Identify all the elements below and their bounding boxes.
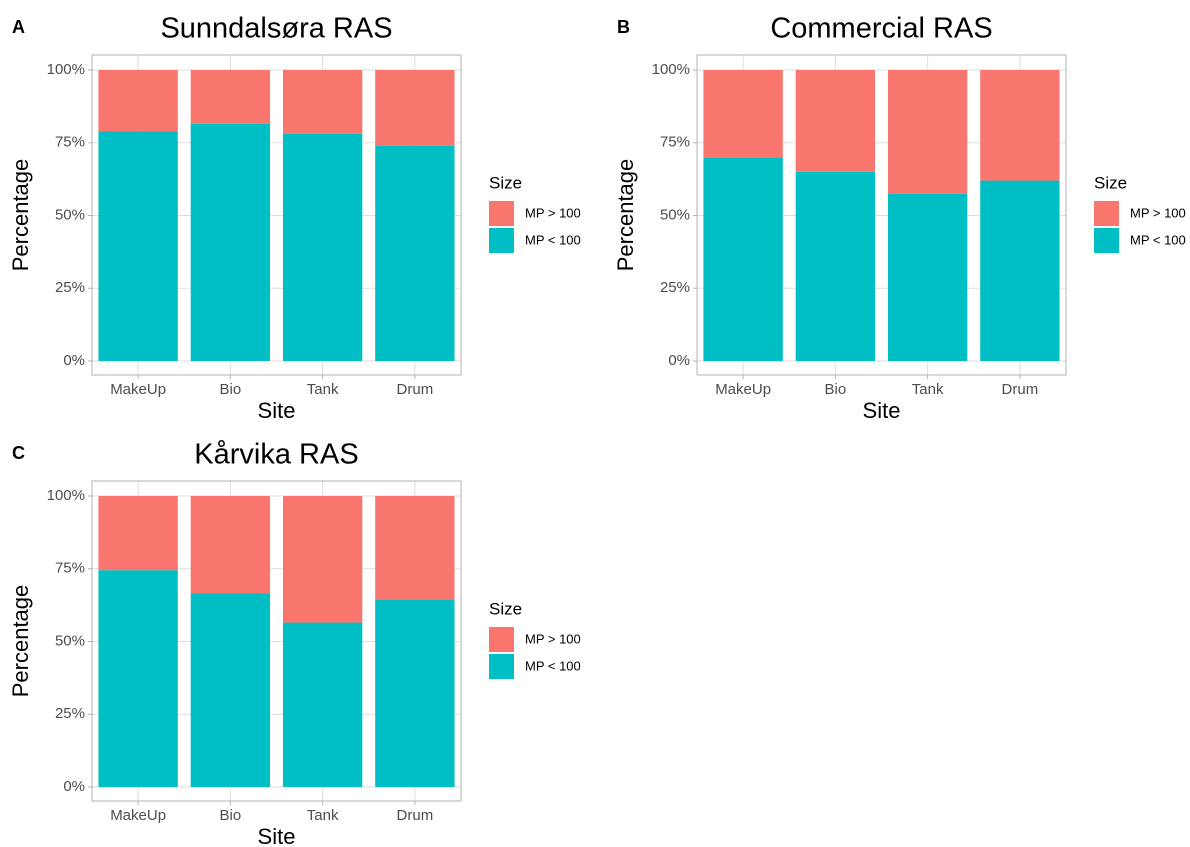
- x-tick-label: Bio: [220, 807, 242, 824]
- x-tick-label: Drum: [397, 381, 434, 398]
- legend-key: [489, 654, 514, 679]
- y-axis-label: Percentage: [8, 585, 33, 698]
- y-tick-label: 50%: [55, 632, 85, 649]
- bar-segment: [282, 496, 363, 623]
- legend-title: Size: [1094, 173, 1127, 192]
- y-tick-label: 0%: [668, 352, 690, 369]
- bar-segment: [98, 496, 178, 571]
- bar-segment: [795, 70, 876, 172]
- bar-segment: [190, 123, 271, 362]
- y-tick-label: 0%: [63, 352, 85, 369]
- bar-segment: [98, 70, 178, 132]
- bar-segment: [795, 171, 876, 361]
- x-axis-label: Site: [258, 398, 296, 423]
- legend-title: Size: [489, 173, 522, 192]
- y-tick-label: 75%: [55, 134, 85, 151]
- y-axis-label: Percentage: [8, 159, 33, 272]
- y-tick-label: 75%: [660, 134, 690, 151]
- bar-segment: [375, 145, 455, 361]
- legend-label: MP > 100: [1130, 205, 1186, 220]
- y-tick-label: 50%: [55, 206, 85, 223]
- x-axis-label: Site: [258, 824, 296, 847]
- legend-label: MP < 100: [1130, 232, 1186, 247]
- bar-segment: [190, 593, 271, 787]
- x-tick-label: MakeUp: [110, 807, 166, 824]
- bar-segment: [375, 599, 455, 787]
- y-tick-label: 25%: [55, 705, 85, 722]
- x-tick-label: Tank: [307, 381, 339, 398]
- legend-label: MP > 100: [525, 631, 581, 646]
- legend-title: Size: [489, 599, 522, 618]
- bar-segment: [703, 157, 783, 361]
- x-tick-label: Tank: [307, 807, 339, 824]
- y-tick-label: 25%: [660, 279, 690, 296]
- bar-segment: [703, 70, 783, 158]
- y-tick-label: 100%: [47, 61, 85, 78]
- legend-label: MP < 100: [525, 232, 581, 247]
- x-tick-label: Bio: [220, 381, 242, 398]
- legend-key: [1094, 201, 1119, 226]
- bar-segment: [375, 70, 455, 146]
- y-tick-label: 25%: [55, 279, 85, 296]
- x-tick-label: Drum: [1002, 381, 1039, 398]
- bar-segment: [980, 180, 1060, 361]
- panel-label: C: [12, 443, 25, 463]
- y-tick-label: 100%: [47, 487, 85, 504]
- chart-title: Sunndalsøra RAS: [160, 13, 392, 45]
- legend-label: MP < 100: [525, 658, 581, 673]
- bar-segment: [282, 70, 363, 135]
- bar-segment: [190, 496, 271, 594]
- plot-border: [91, 480, 462, 802]
- bar-segment: [282, 134, 363, 361]
- bar-segment: [282, 622, 363, 787]
- legend-label: MP > 100: [525, 205, 581, 220]
- x-tick-label: MakeUp: [110, 381, 166, 398]
- bar-segment: [887, 193, 968, 361]
- legend-key: [489, 201, 514, 226]
- y-tick-label: 50%: [660, 206, 690, 223]
- bar-segment: [887, 70, 968, 194]
- x-tick-label: Bio: [825, 381, 847, 398]
- bar-segment: [375, 496, 455, 600]
- x-axis-label: Site: [863, 398, 901, 423]
- bar-segment: [980, 70, 1060, 181]
- panel-label: A: [12, 17, 25, 37]
- x-tick-label: Drum: [397, 807, 434, 824]
- chart-title: Commercial RAS: [770, 13, 992, 45]
- x-tick-label: Tank: [912, 381, 944, 398]
- legend-key: [489, 228, 514, 253]
- panel-label: B: [617, 17, 630, 37]
- bar-segment: [98, 131, 178, 361]
- legend-key: [489, 627, 514, 652]
- bar-segment: [98, 570, 178, 787]
- legend-key: [1094, 228, 1119, 253]
- plot-border: [696, 54, 1067, 376]
- y-tick-label: 0%: [63, 778, 85, 795]
- x-tick-label: MakeUp: [715, 381, 771, 398]
- y-tick-label: 75%: [55, 560, 85, 577]
- chart-title: Kårvika RAS: [194, 439, 358, 471]
- y-axis-label: Percentage: [613, 159, 638, 272]
- plot-border: [91, 54, 462, 376]
- y-tick-label: 100%: [652, 61, 690, 78]
- bar-segment: [190, 70, 271, 124]
